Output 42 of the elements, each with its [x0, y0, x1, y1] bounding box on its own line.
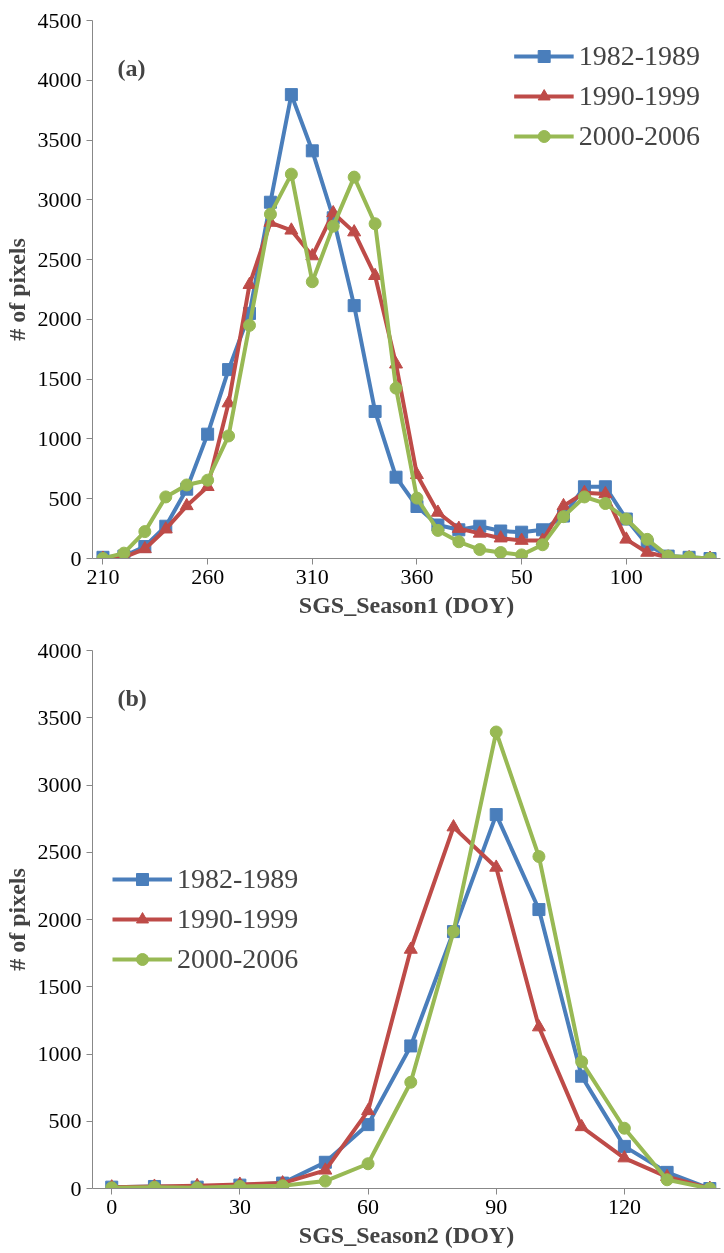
y-tick-label: 3000: [37, 186, 82, 212]
legend-label: 1990-1999: [177, 903, 299, 935]
y-tick-label: 500: [48, 1108, 82, 1134]
y-tick-label: 1000: [37, 1041, 82, 1066]
legend-label: 1982-1989: [578, 40, 700, 72]
x-tick-label: 260: [191, 563, 225, 589]
y-tick-label: 3500: [37, 127, 82, 153]
y-tick-label: 4500: [37, 7, 82, 33]
x-tick-label: 360: [400, 563, 434, 589]
annotation: (a): [117, 54, 146, 81]
y-tick-label: 0: [70, 1175, 82, 1201]
y-tick-label: 2500: [37, 839, 82, 865]
y-tick-label: 0: [70, 545, 82, 571]
y-tick-label: 2000: [37, 306, 82, 332]
legend-label: 1990-1999: [578, 80, 700, 112]
y-axis-title: # of pixels: [3, 868, 30, 971]
y-tick-label: 4000: [37, 67, 82, 93]
y-tick-label: 2000: [37, 906, 82, 932]
x-tick-label: 50: [510, 563, 533, 589]
x-tick-label: 30: [228, 1193, 251, 1219]
y-axis-title: # of pixels: [3, 238, 30, 341]
y-tick-label: 500: [48, 485, 82, 511]
legend-label: 2000-2006: [578, 120, 700, 152]
x-tick-label: 60: [357, 1193, 380, 1219]
x-tick-label: 210: [86, 563, 120, 589]
legend-label: 1982-1989: [177, 863, 299, 895]
y-tick-label: 4000: [37, 637, 82, 663]
y-tick-label: 3500: [37, 704, 82, 730]
annotation: (b): [117, 684, 147, 711]
y-tick-label: 1500: [37, 973, 82, 999]
x-tick-label: 90: [485, 1193, 508, 1219]
y-tick-label: 1000: [37, 425, 82, 451]
x-axis-title: SGS_Season1 (DOY): [298, 591, 515, 618]
y-tick-label: 1500: [37, 366, 82, 392]
legend-label: 2000-2006: [177, 943, 299, 975]
x-tick-label: 0: [106, 1193, 118, 1219]
x-tick-label: 310: [295, 563, 329, 589]
x-tick-label: 100: [609, 563, 643, 589]
x-axis-title: SGS_Season2 (DOY): [298, 1221, 515, 1248]
y-tick-label: 2500: [37, 246, 82, 272]
x-tick-label: 120: [607, 1193, 641, 1219]
y-tick-label: 3000: [37, 772, 82, 797]
